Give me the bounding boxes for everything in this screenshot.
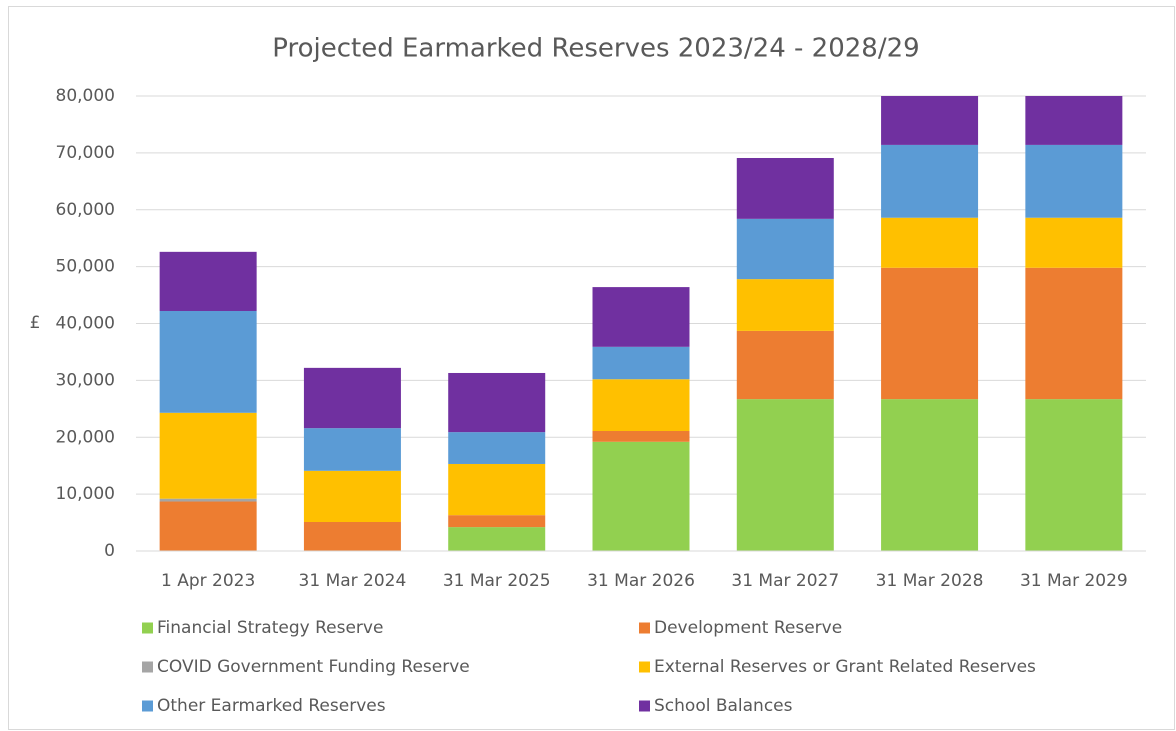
- legend-swatch: [639, 700, 650, 712]
- y-tick-label: 80,000: [56, 86, 115, 106]
- y-tick-label: 10,000: [56, 484, 115, 504]
- legend-label: Financial Strategy Reserve: [157, 618, 383, 638]
- bar-segment: [448, 463, 546, 516]
- bar-segment: [303, 521, 401, 551]
- bar-segment: [159, 251, 257, 311]
- bar-segment: [881, 144, 979, 218]
- x-tick-label: 1 Apr 2023: [161, 571, 255, 591]
- bar-segment: [736, 399, 834, 551]
- bar-segment: [303, 470, 401, 522]
- y-tick-label: 40,000: [56, 314, 115, 334]
- bar-segment: [1025, 399, 1123, 551]
- bar-segment: [881, 399, 979, 551]
- x-tick-label: 31 Mar 2029: [1020, 571, 1128, 591]
- bar-segment: [1025, 144, 1123, 218]
- bar-segment: [159, 310, 257, 413]
- legend-label: Development Reserve: [654, 618, 842, 638]
- x-tick-label: 31 Mar 2025: [443, 571, 551, 591]
- bar-segment: [592, 346, 690, 380]
- legend-swatch: [142, 622, 153, 634]
- legend-swatch: [142, 661, 153, 673]
- x-tick-label: 31 Mar 2024: [299, 571, 407, 591]
- y-tick-label: 50,000: [56, 257, 115, 277]
- bar-segment: [592, 379, 690, 431]
- y-tick-label: 20,000: [56, 427, 115, 447]
- bar-segment: [592, 287, 690, 347]
- legend-label: School Balances: [654, 696, 793, 716]
- y-tick-label: 30,000: [56, 370, 115, 390]
- bar-segment: [159, 412, 257, 499]
- y-axis-label: £: [30, 313, 41, 333]
- bar-segment: [592, 430, 690, 442]
- bar-segment: [1025, 217, 1123, 268]
- bar-segment: [736, 218, 834, 280]
- bar-segment: [1025, 267, 1123, 400]
- x-tick-label: 31 Mar 2026: [587, 571, 695, 591]
- bar-segment: [448, 372, 546, 433]
- bar-segment: [303, 428, 401, 471]
- bar-segment: [448, 515, 546, 528]
- legend-label: COVID Government Funding Reserve: [157, 657, 470, 677]
- y-tick-label: 0: [104, 541, 115, 561]
- bar-segment: [881, 267, 979, 400]
- bar-segment: [881, 217, 979, 268]
- bar-segment: [1025, 96, 1123, 145]
- legend-swatch: [639, 661, 650, 673]
- legend-label: Other Earmarked Reserves: [157, 696, 386, 716]
- bar-segment: [448, 527, 546, 551]
- y-tick-label: 60,000: [56, 200, 115, 220]
- bar-segment: [736, 157, 834, 219]
- bar-segment: [592, 441, 690, 551]
- x-tick-label: 31 Mar 2028: [876, 571, 984, 591]
- bar-segment: [448, 432, 546, 464]
- bar-segment: [303, 367, 401, 429]
- bar-segment: [736, 330, 834, 400]
- bar-segment: [159, 501, 257, 551]
- legend-swatch: [639, 622, 650, 634]
- legend-label: External Reserves or Grant Related Reser…: [654, 657, 1036, 677]
- legend-swatch: [142, 700, 153, 712]
- chart-title: Projected Earmarked Reserves 2023/24 - 2…: [272, 34, 919, 64]
- bar-segment: [159, 498, 257, 502]
- y-tick-label: 70,000: [56, 143, 115, 163]
- bar-segment: [881, 96, 979, 145]
- plot-area: [159, 96, 1123, 551]
- bar-segment: [736, 279, 834, 331]
- x-tick-label: 31 Mar 2027: [731, 571, 839, 591]
